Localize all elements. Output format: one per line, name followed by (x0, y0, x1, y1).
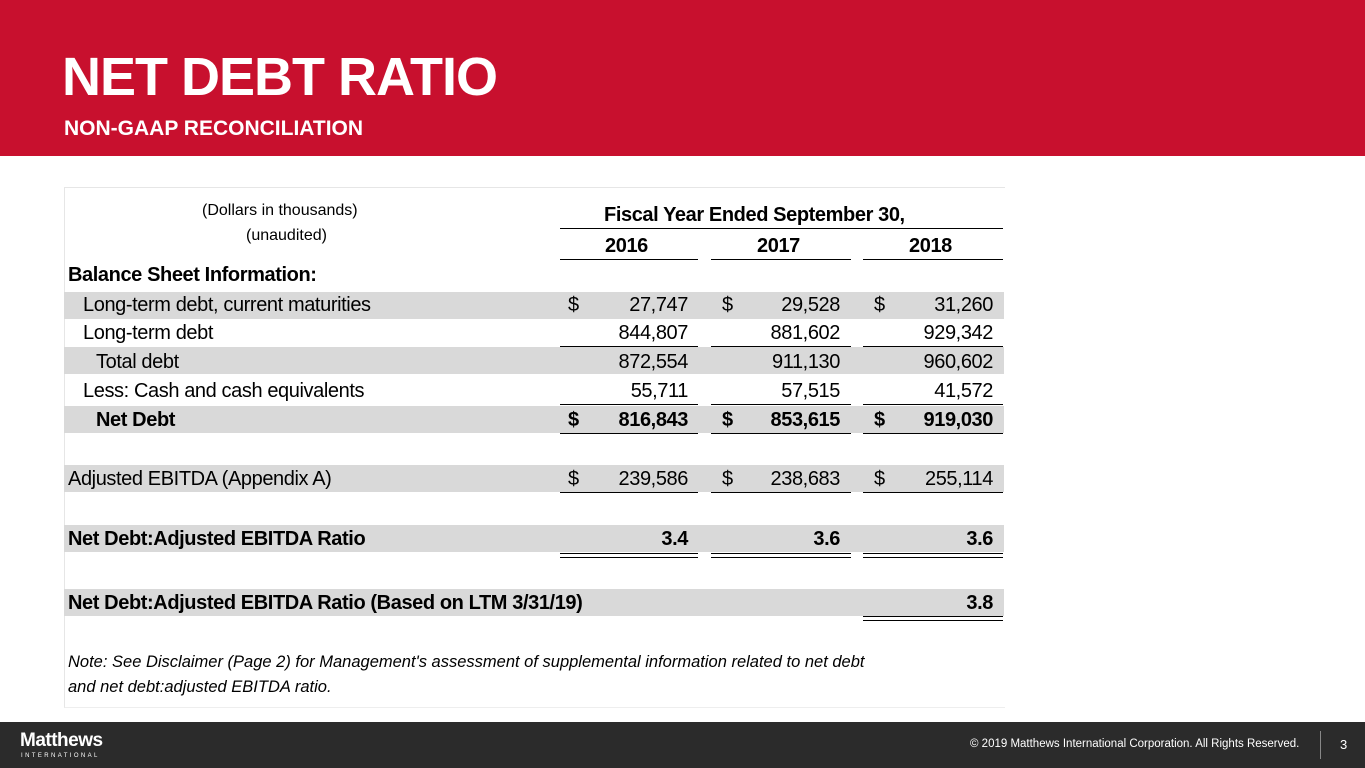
cell-ltd-current-2017: 29,528 (781, 294, 840, 316)
table-panel (64, 187, 1005, 708)
row-band-ratio (64, 525, 1004, 552)
year-header-2016: 2016 (605, 235, 648, 257)
currency-symbol: $ (874, 409, 886, 431)
period-header: Fiscal Year Ended September 30, (604, 204, 905, 226)
row-label-ebitda: Adjusted EBITDA (Appendix A) (68, 468, 332, 490)
year-header-2017: 2017 (757, 235, 800, 257)
row-label-total-debt: Total debt (96, 351, 179, 373)
total-underline (560, 433, 698, 434)
row-band-ebitda (64, 465, 1004, 492)
ebitda-underline (711, 492, 851, 493)
cell-total-debt-2017: 911,130 (771, 351, 840, 373)
row-label-ltd-current: Long-term debt, current maturities (83, 294, 371, 316)
row-label-ltd: Long-term debt (83, 322, 214, 344)
currency-symbol: $ (568, 468, 580, 490)
subtotal-underline (863, 346, 1003, 347)
cell-ltd-2018: 929,342 (923, 322, 994, 344)
year-underline-2017 (711, 259, 851, 260)
double-underline (711, 553, 851, 558)
double-underline (863, 553, 1003, 558)
subtotal-underline (711, 346, 851, 347)
row-label-ratio: Net Debt:Adjusted EBITDA Ratio (68, 528, 366, 550)
cell-ebitda-2017: 238,683 (770, 468, 841, 490)
cell-ltd-current-2016: 27,747 (629, 294, 688, 316)
currency-symbol: $ (722, 294, 734, 316)
cell-ratio-2017: 3.6 (813, 528, 840, 550)
year-header-2018: 2018 (909, 235, 952, 257)
double-underline (863, 616, 1003, 621)
subtotal-underline (863, 404, 1003, 405)
note-line-1: Note: See Disclaimer (Page 2) for Manage… (68, 653, 865, 671)
cell-net-debt-2018: 919,030 (923, 409, 994, 431)
row-band-net-debt (64, 406, 1004, 433)
footer-bar (0, 722, 1365, 768)
year-underline-2016 (560, 259, 698, 260)
row-band-ltd-current (64, 292, 1004, 319)
cell-total-debt-2018: 960,602 (923, 351, 994, 373)
footer-divider (1320, 731, 1321, 759)
total-underline (711, 433, 851, 434)
cell-ratio-2016: 3.4 (661, 528, 688, 550)
page-title: NET DEBT RATIO (62, 47, 498, 107)
company-logo: Matthews (20, 730, 103, 751)
cell-ebitda-2018: 255,114 (924, 468, 993, 490)
cell-total-debt-2016: 872,554 (618, 351, 689, 373)
page-subtitle: NON-GAAP RECONCILIATION (64, 117, 364, 140)
subtotal-underline (711, 404, 851, 405)
cell-cash-2017: 57,515 (781, 380, 840, 402)
row-label-net-debt: Net Debt (96, 409, 176, 431)
note-line-2: and net debt:adjusted EBITDA ratio. (68, 678, 332, 696)
cell-net-debt-2016: 816,843 (618, 409, 689, 431)
ebitda-underline (560, 492, 698, 493)
cell-net-debt-2017: 853,615 (770, 409, 841, 431)
currency-symbol: $ (568, 409, 580, 431)
currency-symbol: $ (722, 468, 734, 490)
year-underline-2018 (863, 259, 1003, 260)
unaudited-label: (unaudited) (246, 227, 327, 244)
currency-symbol: $ (874, 294, 886, 316)
cell-ltd-current-2018: 31,260 (934, 294, 993, 316)
total-underline (863, 433, 1003, 434)
cell-ltd-2016: 844,807 (618, 322, 689, 344)
section-label: Balance Sheet Information: (68, 264, 317, 286)
currency-symbol: $ (568, 294, 580, 316)
subtotal-underline (560, 404, 698, 405)
ebitda-underline (863, 492, 1003, 493)
cell-cash-2018: 41,572 (934, 380, 993, 402)
period-header-underline (560, 228, 1003, 229)
cell-ratio-2018: 3.6 (966, 528, 993, 550)
row-label-ratio-ltm: Net Debt:Adjusted EBITDA Ratio (Based on… (68, 592, 583, 614)
double-underline (560, 553, 698, 558)
title-banner (0, 0, 1365, 156)
cell-cash-2016: 55,711 (630, 380, 689, 402)
cell-ebitda-2016: 239,586 (618, 468, 689, 490)
cell-ltd-2017: 881,602 (770, 322, 841, 344)
currency-symbol: $ (722, 409, 734, 431)
row-band-ratio-ltm (64, 589, 1004, 616)
row-band-total-debt (64, 347, 1004, 374)
subtotal-underline (560, 346, 698, 347)
cell-ratio-ltm: 3.8 (966, 592, 993, 614)
row-label-cash: Less: Cash and cash equivalents (83, 380, 365, 402)
page-number: 3 (1340, 737, 1348, 752)
company-logo-sub: INTERNATIONAL (21, 753, 100, 759)
units-label: (Dollars in thousands) (202, 202, 358, 219)
currency-symbol: $ (874, 468, 886, 490)
copyright-text: © 2019 Matthews International Corporatio… (970, 738, 1300, 750)
